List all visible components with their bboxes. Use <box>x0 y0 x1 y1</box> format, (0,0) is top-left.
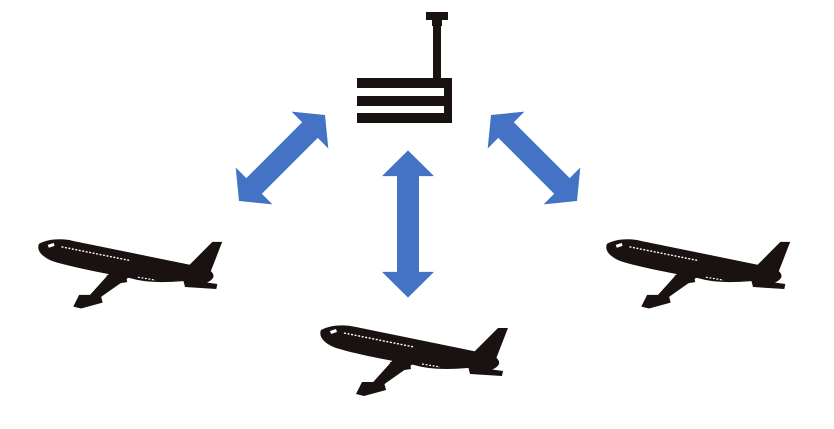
bidirectional-arrow-tower-left <box>220 96 344 220</box>
bidirectional-arrow-tower-right <box>472 96 596 220</box>
airplane-right-icon <box>605 238 791 310</box>
control-tower-icon <box>357 12 452 123</box>
airplane-left-icon <box>37 238 223 310</box>
bidirectional-arrow-tower-center <box>382 150 434 298</box>
airplane-center-icon <box>319 324 509 397</box>
